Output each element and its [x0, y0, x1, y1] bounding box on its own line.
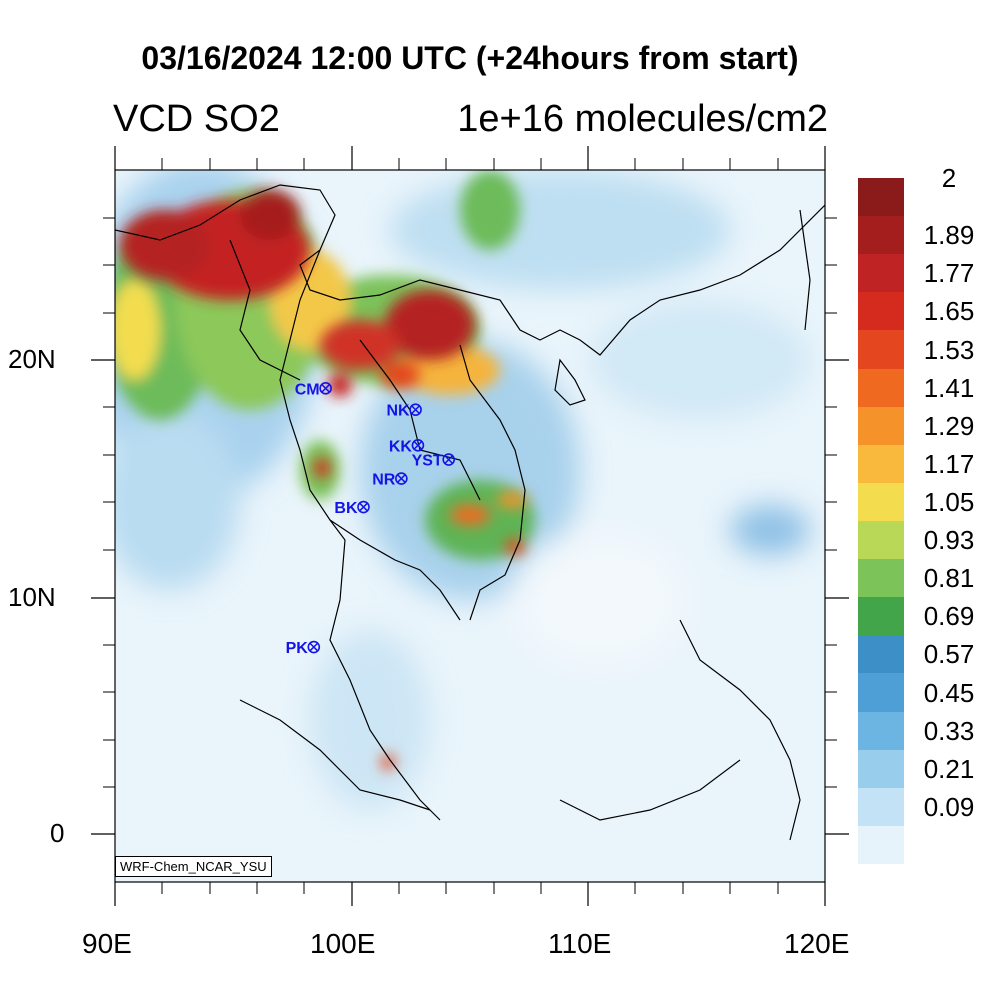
colorbar-label: 0.33: [923, 715, 975, 746]
city-marker-cm: CM: [295, 381, 332, 398]
city-marker-icon: [409, 403, 422, 417]
city-marker-icon: [411, 439, 425, 452]
colorbar-swatch: [858, 559, 904, 598]
city-marker-yst: YST: [412, 453, 456, 470]
colorbar-swatch: [858, 292, 904, 331]
so2-field: [115, 170, 825, 882]
x-tick-110e: 110E: [548, 928, 612, 959]
colorbar-swatch: [858, 482, 904, 522]
minor-ticks: [103, 158, 837, 894]
colorbar-label: 1.41: [923, 372, 975, 403]
colorbar-swatch: [858, 825, 904, 865]
colorbar-swatch: [858, 635, 904, 674]
city-label: NR: [372, 472, 396, 489]
colorbar-label: 1.53: [923, 334, 975, 365]
colorbar-label: 0.69: [923, 601, 975, 632]
variable-label: VCD SO2: [113, 98, 280, 140]
colorbar-swatch: [858, 254, 904, 293]
colorbar-swatch: [858, 597, 904, 636]
city-marker-nk: NK: [386, 403, 422, 420]
colorbar-label: 0.57: [923, 639, 975, 670]
colorbar-label: 1.29: [923, 410, 975, 441]
y-tick-20n: 20N: [8, 344, 56, 374]
y-tick-10n: 10N: [8, 582, 56, 612]
colorbar-label: 1.65: [923, 296, 975, 327]
city-marker-icon: [319, 382, 332, 395]
map-title: 03/16/2024 12:00 UTC (+24hours from star…: [141, 40, 799, 76]
city-marker-icon: [307, 640, 321, 654]
city-marker-icon: [442, 453, 456, 466]
colorbar-swatch: [858, 673, 904, 713]
x-tick-120e: 120E: [784, 928, 850, 959]
colorbar-label: 2: [941, 163, 957, 193]
colorbar-swatch: [858, 787, 904, 827]
colorbar-label: 0.81: [923, 563, 975, 594]
model-credit: WRF-Chem_NCAR_YSU: [115, 856, 272, 877]
city-marker-nr: NR: [372, 472, 408, 489]
city-marker-pk: PK: [286, 640, 321, 657]
city-label: PK: [286, 640, 309, 657]
colorbar-swatch: [858, 521, 904, 560]
plot-frame: [114, 169, 826, 883]
colorbar-swatch: [858, 749, 904, 789]
colorbar-label: 1.77: [923, 258, 975, 289]
colorbar-swatch: [858, 406, 904, 446]
city-marker-icon: [357, 500, 370, 514]
x-tick-100e: 100E: [310, 928, 376, 959]
city-marker-kk: KK: [389, 438, 425, 455]
colorbar-label: 1.89: [923, 220, 975, 251]
colorbar-swatch: [858, 444, 904, 484]
colorbar-label: 1.17: [923, 448, 975, 479]
city-label: BK: [334, 500, 358, 517]
colorbar-label: 0.93: [923, 525, 975, 556]
units-label: 1e+16 molecules/cm2: [457, 98, 828, 140]
colorbar-swatch: [858, 330, 904, 370]
city-marker-icon: [395, 472, 408, 485]
colorbar-swatch: [858, 216, 904, 255]
coastlines: [115, 184, 825, 841]
colorbar: [858, 178, 904, 865]
colorbar-label: 0.45: [923, 677, 975, 708]
colorbar-swatch: [858, 711, 904, 751]
colorbar-label: 0.09: [923, 791, 975, 822]
city-marker-bk: BK: [334, 500, 370, 517]
city-label: KK: [389, 438, 413, 455]
colorbar-swatch: [858, 368, 904, 408]
colorbar-label: 0.21: [923, 753, 975, 784]
city-label: NK: [386, 403, 410, 420]
colorbar-swatch: [858, 178, 904, 217]
y-tick-0: 0: [50, 818, 65, 848]
city-label: CM: [295, 381, 320, 398]
colorbar-label: 1.05: [923, 486, 975, 517]
x-tick-90e: 90E: [82, 928, 132, 959]
city-label: YST: [412, 453, 443, 470]
axis-ticks: [91, 146, 849, 906]
